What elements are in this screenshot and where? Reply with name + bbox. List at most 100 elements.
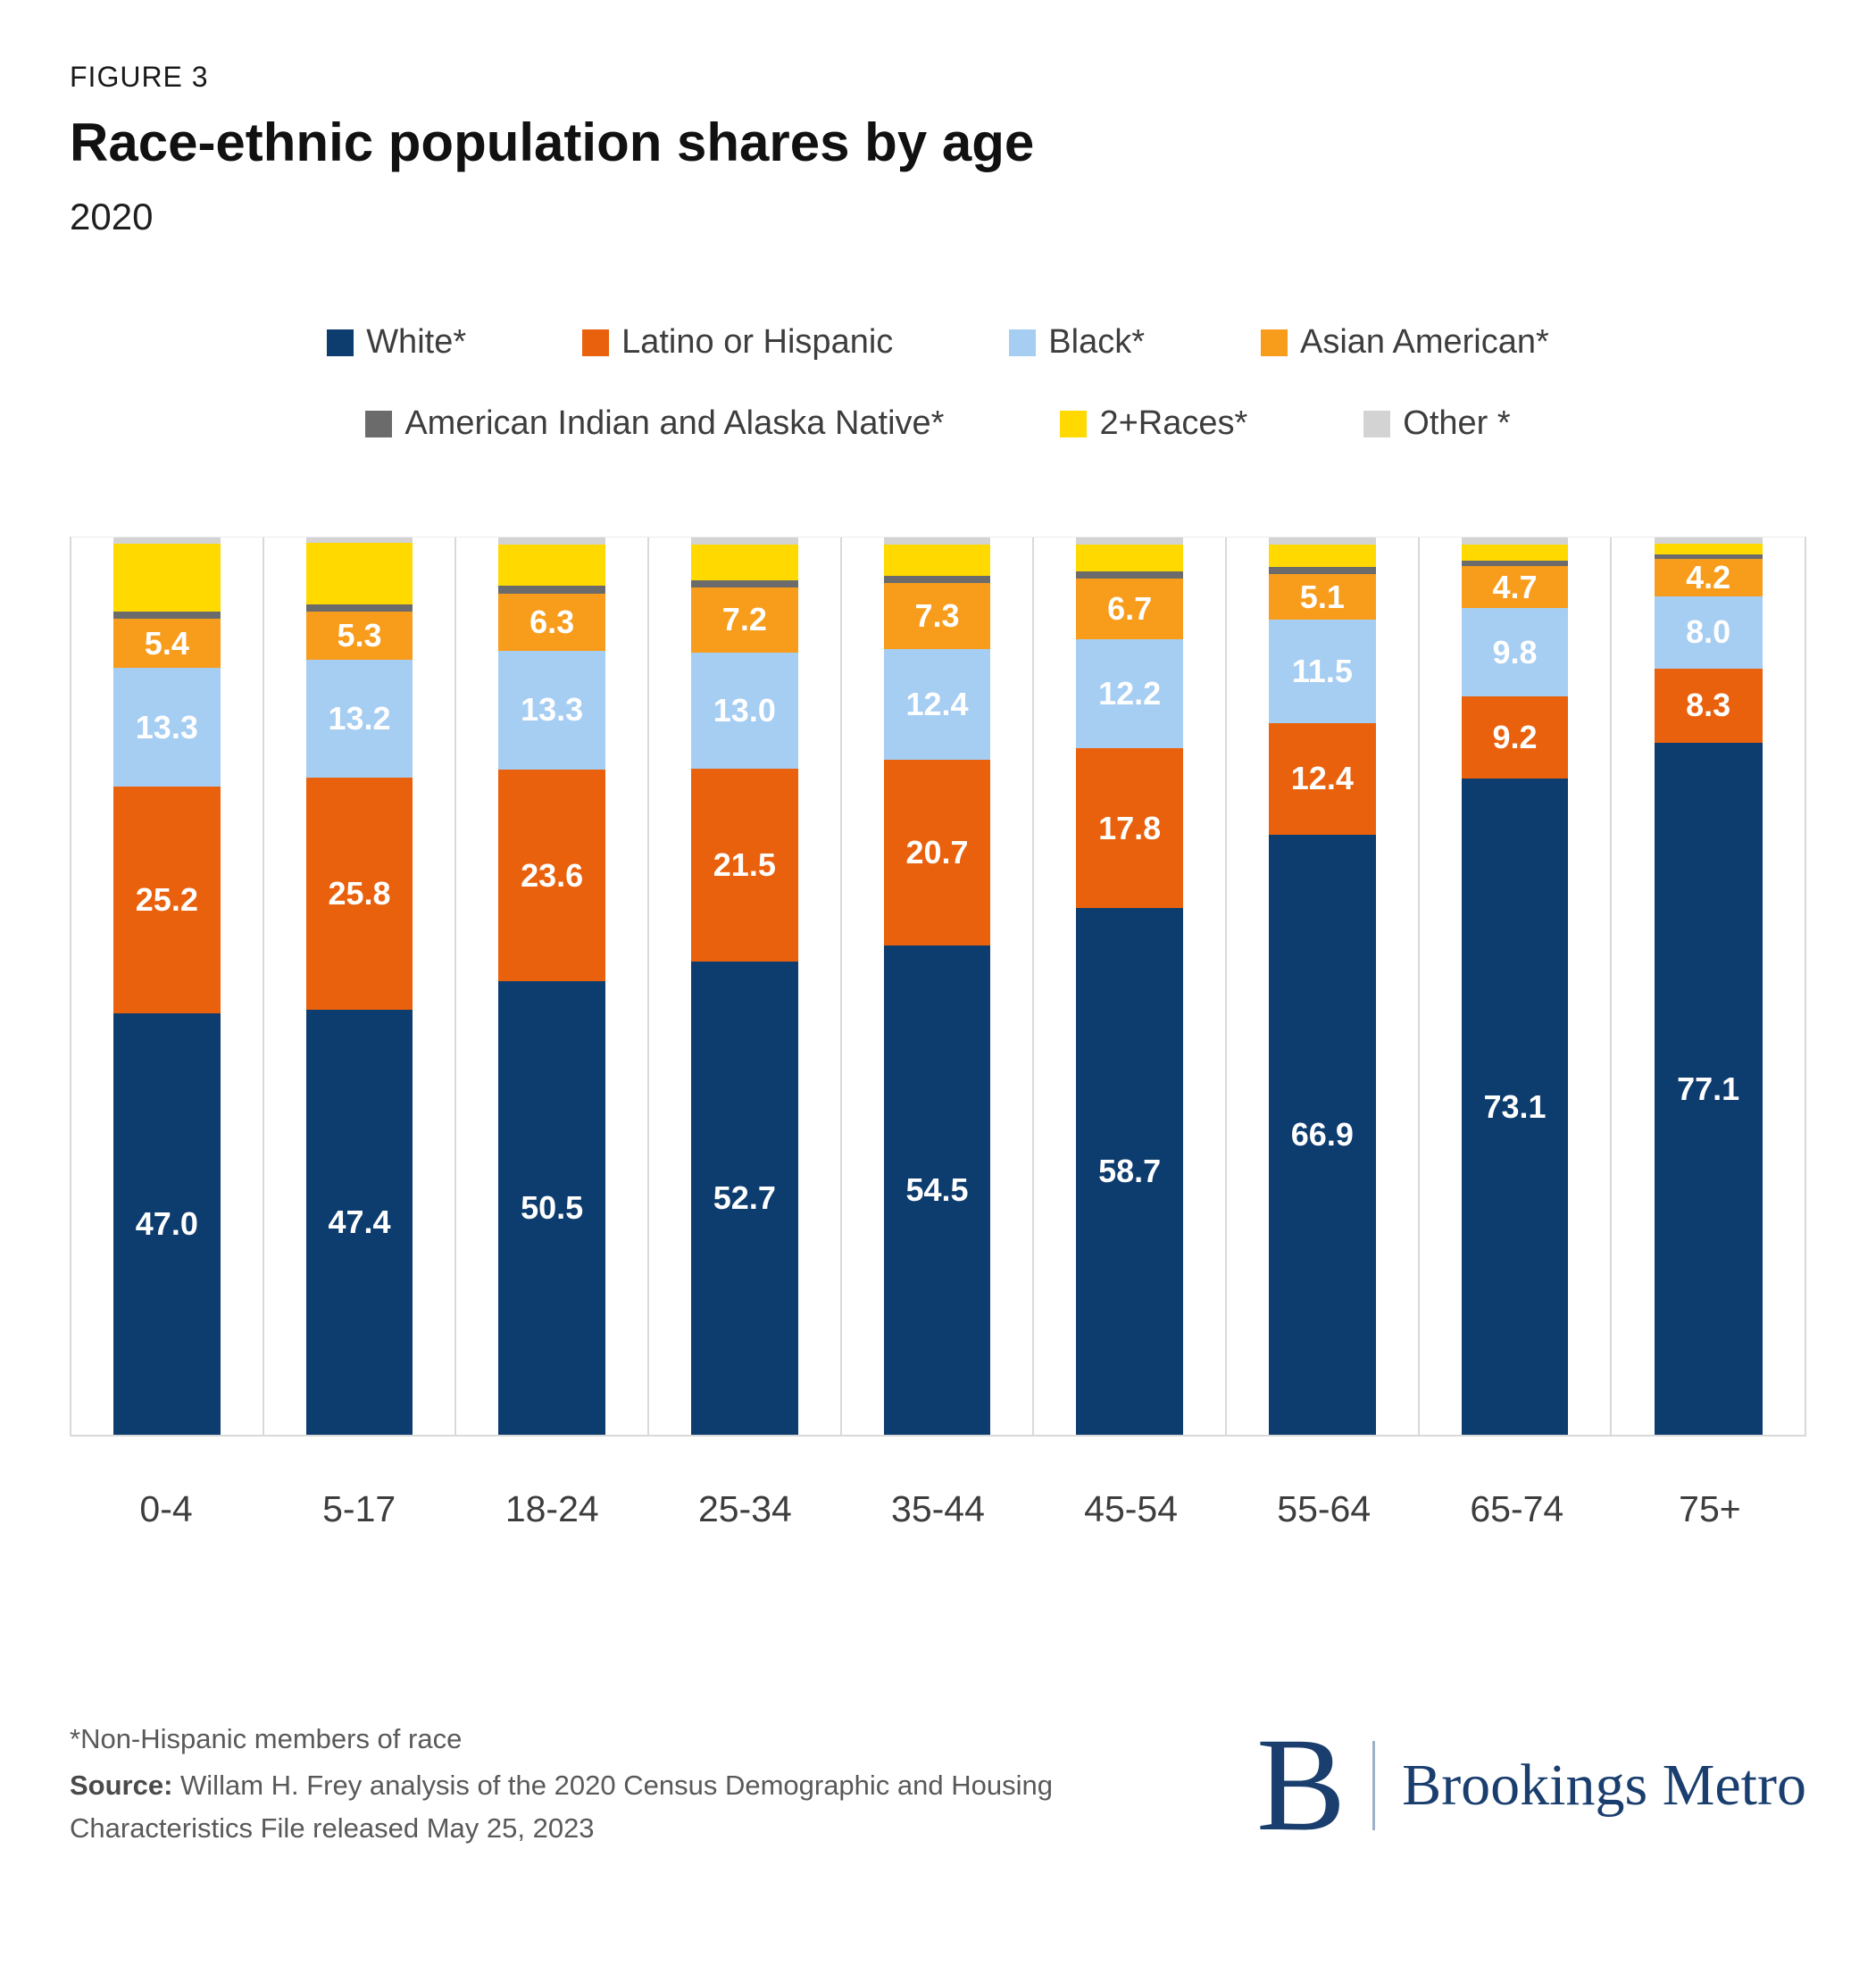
bar-segment-other: [113, 537, 221, 545]
bar-segment-latino-or-hispanic: 20.7: [883, 760, 991, 946]
header: FIGURE 3 Race-ethnic population shares b…: [0, 0, 1876, 238]
bar-segment-white: 77.1: [1654, 743, 1763, 1435]
value-label: 8.0: [1686, 613, 1731, 651]
chart-column-18-24: 6.3 13.3 23.6 50.5: [456, 537, 649, 1435]
bar-segment-black: 13.2: [305, 659, 413, 779]
bar-segment-white: 66.9: [1269, 834, 1376, 1435]
value-label: 8.3: [1686, 687, 1731, 724]
value-label: 25.8: [328, 874, 391, 912]
bar-segment-asian-american: 7.3: [883, 583, 991, 649]
chart-column-35-44: 7.3 12.4 20.7 54.5: [842, 537, 1035, 1435]
value-label: 13.0: [713, 691, 776, 729]
logo-divider: [1372, 1740, 1376, 1830]
value-label: 5.4: [144, 624, 189, 662]
stacked-bar-35-44: 7.3 12.4 20.7 54.5: [883, 537, 991, 1435]
value-label: 58.7: [1098, 1152, 1162, 1189]
bar-segment-asian-american: 6.7: [1076, 579, 1183, 639]
bar-segment-other: [691, 537, 798, 546]
bar-segment-american-indian-and-alaska-native: [691, 580, 798, 588]
bar-segment-latino-or-hispanic: 12.4: [1269, 723, 1376, 835]
legend-item-black: Black*: [1009, 323, 1145, 362]
chart-column-5-17: 5.3 13.2 25.8 47.4: [264, 537, 457, 1435]
bar-segment-other: [1269, 537, 1376, 546]
bar-segment-2-races: [113, 544, 221, 612]
value-label: 12.2: [1098, 674, 1162, 712]
legend-item-other: Other *: [1363, 404, 1511, 443]
bar-segment-black: 12.2: [1076, 638, 1183, 749]
page-title: Race-ethnic population shares by age: [70, 112, 1035, 172]
footer: *Non-Hispanic members of race Source: Wi…: [70, 1711, 1806, 1860]
value-label: 12.4: [1290, 760, 1354, 797]
bar-segment-white: 47.4: [305, 1009, 413, 1435]
value-label: 21.5: [713, 846, 776, 884]
x-axis-label-65-74: 65-74: [1470, 1488, 1564, 1529]
stacked-bar-45-54: 6.7 12.2 17.8 58.7: [1076, 537, 1183, 1435]
bar-segment-2-races: [305, 543, 413, 605]
value-label: 77.1: [1677, 1070, 1740, 1107]
legend-label: Asian American*: [1300, 323, 1549, 361]
bar-segment-american-indian-and-alaska-native: [305, 604, 413, 612]
value-label: 25.2: [135, 880, 198, 918]
value-label: 5.1: [1299, 578, 1345, 615]
chart-column-65-74: 4.7 9.8 9.2 73.1: [1420, 537, 1613, 1435]
footnote: *Non-Hispanic members of race: [70, 1723, 463, 1754]
legend-label: Other *: [1403, 404, 1511, 442]
plot-area: 5.4 13.3 25.2 47.0 5.3 13.2 25.8 47.4 6.3 13.3 23.…: [70, 537, 1806, 1437]
value-label: 13.2: [328, 699, 391, 737]
brookings-metro-logo: B Brookings Metro: [1256, 1711, 1806, 1860]
bar-segment-other: [1076, 537, 1183, 546]
legend-label: White*: [366, 323, 467, 361]
legend-label: 2+Races*: [1099, 404, 1248, 442]
legend-swatch-latino-or-hispanic-icon: [582, 329, 610, 356]
bar-segment-white: 73.1: [1461, 779, 1569, 1435]
bar-segment-2-races: [691, 545, 798, 581]
source-line: Source: Willam H. Frey analysis of the 2…: [70, 1764, 1105, 1850]
brookings-b-logo-icon: B: [1256, 1711, 1347, 1860]
legend-swatch-2-races-icon: [1060, 410, 1088, 437]
x-axis-label-45-54: 45-54: [1084, 1488, 1179, 1529]
bar-segment-other: [1654, 537, 1763, 545]
bar-segment-black: 13.0: [691, 652, 798, 770]
source-text: Willam H. Frey analysis of the 2020 Cens…: [70, 1770, 1053, 1845]
legend-row-2: American Indian and Alaska Native* 2+Race…: [365, 404, 1511, 443]
bar-segment-american-indian-and-alaska-native: [113, 612, 221, 620]
legend-swatch-american-indian-and-alaska-native-icon: [365, 410, 393, 437]
bar-segment-other: [883, 537, 991, 546]
legend-swatch-other-icon: [1363, 410, 1391, 437]
value-label: 13.3: [135, 708, 198, 745]
bar-segment-asian-american: 7.2: [691, 587, 798, 653]
bar-segment-asian-american: 5.1: [1269, 574, 1376, 621]
logo-wordmark: Brookings Metro: [1402, 1752, 1806, 1818]
value-label: 20.7: [905, 834, 969, 871]
stacked-bar-5-17: 5.3 13.2 25.8 47.4: [305, 537, 413, 1435]
bar-segment-other: [498, 537, 605, 546]
stacked-bar-18-24: 6.3 13.3 23.6 50.5: [498, 537, 605, 1435]
value-label: 4.2: [1686, 559, 1731, 596]
bar-segment-other: [1461, 537, 1569, 546]
chart-legend: White* Latino or Hispanic Black* Asian Amer…: [0, 323, 1876, 443]
bar-segment-asian-american: 4.2: [1654, 559, 1763, 597]
value-label: 73.1: [1483, 1087, 1547, 1125]
legend-item-asian-american: Asian American*: [1261, 323, 1549, 362]
stacked-bar-75: 4.2 8.0 8.3 77.1: [1654, 537, 1763, 1435]
x-axis-label-35-44: 35-44: [891, 1488, 985, 1529]
bar-segment-american-indian-and-alaska-native: [1076, 571, 1183, 579]
x-axis-label-55-64: 55-64: [1277, 1488, 1372, 1529]
bar-segment-black: 9.8: [1461, 608, 1569, 696]
value-label: 52.7: [713, 1179, 776, 1217]
chart-column-45-54: 6.7 12.2 17.8 58.7: [1034, 537, 1227, 1435]
value-label: 23.6: [521, 856, 584, 894]
bar-segment-asian-american: 5.3: [305, 612, 413, 660]
bar-segment-2-races: [883, 545, 991, 577]
value-label: 17.8: [1098, 809, 1162, 846]
value-label: 47.0: [135, 1204, 198, 1242]
footer-notes: *Non-Hispanic members of race Source: Wi…: [70, 1718, 1105, 1850]
legend-label: American Indian and Alaska Native*: [404, 404, 945, 442]
bar-segment-american-indian-and-alaska-native: [883, 576, 991, 584]
bar-segment-white: 47.0: [113, 1012, 221, 1435]
value-label: 50.5: [521, 1189, 584, 1227]
value-label: 11.5: [1291, 653, 1353, 690]
bar-segment-black: 11.5: [1269, 620, 1376, 723]
x-axis-label-18-24: 18-24: [504, 1488, 599, 1529]
